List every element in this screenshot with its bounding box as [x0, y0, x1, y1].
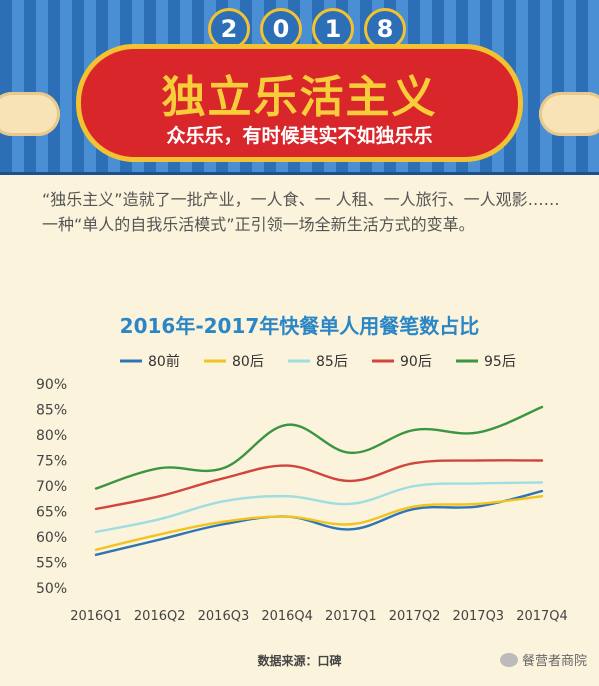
- y-tick-label: 90%: [36, 377, 67, 393]
- x-tick-label: 2017Q1: [325, 609, 377, 624]
- x-tick-label: 2016Q1: [70, 609, 122, 624]
- wechat-icon: [499, 652, 518, 667]
- data-source: 数据来源：口碑: [257, 654, 342, 668]
- x-tick-label: 2016Q3: [198, 609, 250, 624]
- title-plate: 独立乐活主义 众乐乐，有时候其实不如独乐乐: [76, 44, 523, 162]
- y-tick-label: 80%: [36, 428, 67, 444]
- y-tick-label: 55%: [36, 556, 67, 572]
- watermark: 餐营者商院: [499, 650, 587, 669]
- series-line: [94, 489, 544, 557]
- header-banner: 2 0 1 8 独立乐活主义 众乐乐，有时候其实不如独乐乐: [0, 0, 599, 175]
- x-tick-label: 2017Q3: [452, 609, 504, 624]
- y-tick-label: 60%: [36, 530, 67, 546]
- series-line: [94, 495, 544, 551]
- legend-label: 80前: [148, 353, 180, 370]
- legend-label: 85后: [316, 354, 348, 370]
- x-tick-label: 2017Q4: [516, 609, 568, 624]
- cloud-decoration: [0, 92, 60, 136]
- legend-label: 95后: [484, 354, 516, 370]
- y-tick-label: 75%: [36, 454, 67, 470]
- chart-title: 2016年-2017年快餐单人用餐笔数占比: [119, 314, 480, 338]
- y-tick-label: 85%: [36, 403, 67, 419]
- x-tick-label: 2016Q2: [134, 609, 186, 624]
- year-digit: 2: [208, 8, 250, 50]
- cloud-decoration: [539, 92, 599, 136]
- intro-paragraph: “独乐主义”造就了一批产业，一人食、一 人租、一人旅行、一人观影……一种“单人的…: [42, 190, 560, 234]
- legend-label: 80后: [232, 354, 264, 370]
- watermark-text: 餐营者商院: [521, 654, 587, 669]
- series-line: [94, 405, 544, 490]
- subtitle: 众乐乐，有时候其实不如独乐乐: [166, 125, 433, 147]
- y-tick-label: 65%: [36, 505, 67, 521]
- line-chart: 80前 80后 85后 90后 95后 90% 85% 80% 75% 70% 65% 60% 55% 5…: [36, 353, 568, 624]
- series-line: [94, 481, 544, 534]
- main-title: 独立乐活主义: [161, 72, 438, 123]
- x-tick-label: 2017Q2: [389, 609, 441, 624]
- legend-label: 90后: [400, 354, 432, 370]
- y-tick-label: 70%: [36, 479, 67, 495]
- series-line: [94, 459, 544, 511]
- year-digit: 1: [312, 8, 354, 50]
- y-tick-label: 50%: [36, 581, 67, 597]
- x-tick-label: 2016Q4: [261, 609, 313, 624]
